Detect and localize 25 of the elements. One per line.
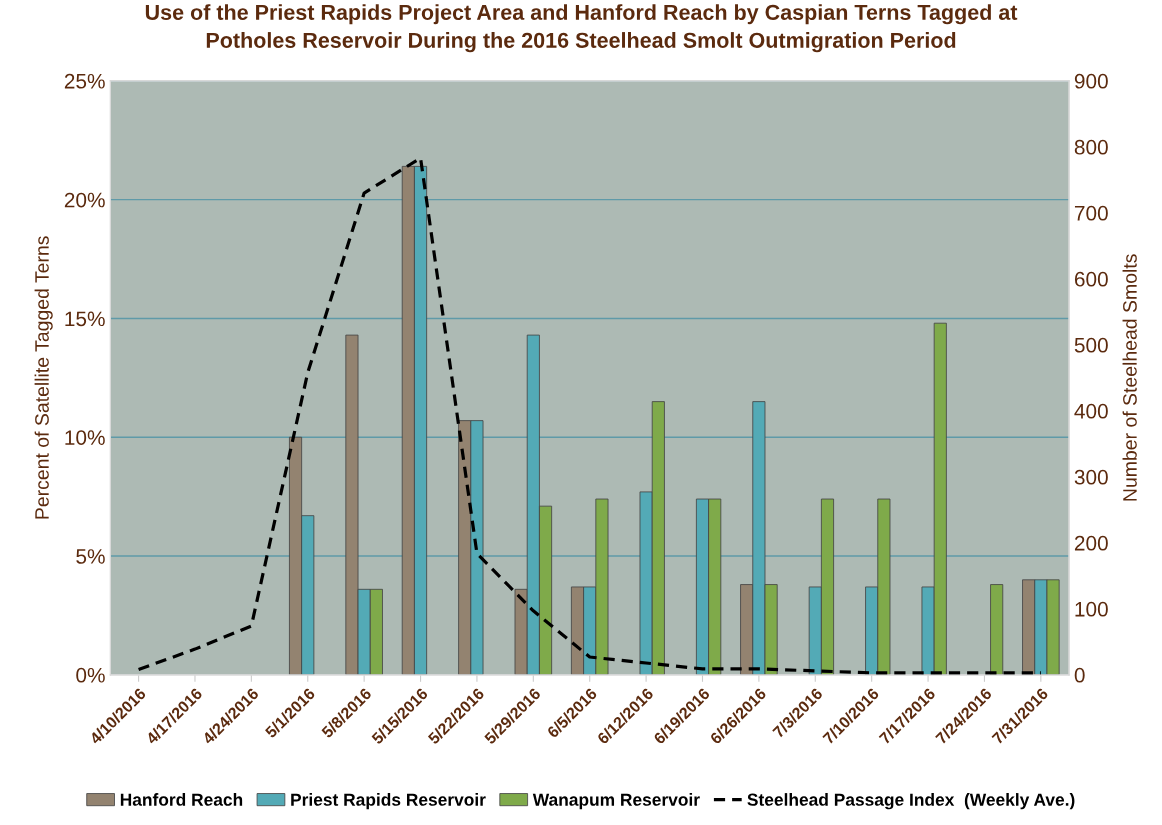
- y-axis-title: Percent of Satellite Tagged Terns: [34, 236, 53, 519]
- y2-tick-label: 600: [1074, 271, 1108, 287]
- y-tick-label: 15%: [65, 311, 105, 327]
- y2-tick-label: 100: [1075, 601, 1108, 617]
- y2-axis-title: Number of Steelhead Smolts: [1122, 254, 1137, 501]
- y-tick-label: 5%: [76, 549, 105, 564]
- y2-tick-label: 200: [1074, 535, 1108, 551]
- legend-label: Steelhead Passage Index (Weekly Ave.): [747, 793, 1075, 810]
- y-tick-label: 10%: [65, 430, 105, 445]
- y2-tick-label: 0: [1074, 667, 1085, 683]
- legend-label: Priest Rapids Reservoir: [291, 793, 486, 810]
- y2-tick-label: 400: [1074, 403, 1108, 419]
- y2-tick-label: 700: [1074, 205, 1108, 221]
- legend-label: Wanapum Reservoir: [532, 793, 700, 810]
- y2-tick-label: 900: [1074, 73, 1108, 89]
- y2-tick-label: 300: [1074, 469, 1108, 485]
- legend-label: Hanford Reach: [120, 793, 243, 806]
- line-series: [136, 156, 1043, 675]
- chart-title: Use of the Priest Rapids Project Area and Hanford Reach by Caspian Terns Tagged at Potholes Reservoir During the 2016 Steelhead Smolt Outmigration Period: [145, 4, 1018, 53]
- y-tick-label: 0%: [76, 667, 105, 683]
- bar: [990, 584, 1004, 675]
- y-tick-label: 25%: [64, 73, 105, 89]
- y2-tick-label: 800: [1074, 139, 1108, 155]
- y-tick-label: 20%: [64, 192, 105, 208]
- y2-tick-label: 500: [1074, 337, 1108, 353]
